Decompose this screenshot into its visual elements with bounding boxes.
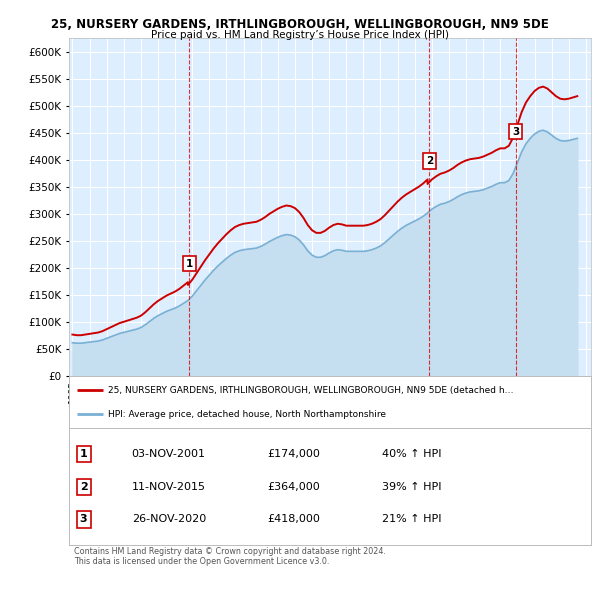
Text: 25, NURSERY GARDENS, IRTHLINGBOROUGH, WELLINGBOROUGH, NN9 5DE: 25, NURSERY GARDENS, IRTHLINGBOROUGH, WE… — [51, 18, 549, 31]
Text: 21% ↑ HPI: 21% ↑ HPI — [382, 514, 442, 525]
Text: Price paid vs. HM Land Registry’s House Price Index (HPI): Price paid vs. HM Land Registry’s House … — [151, 30, 449, 40]
Text: 2: 2 — [426, 156, 433, 166]
Text: 2: 2 — [80, 481, 88, 491]
Text: 39% ↑ HPI: 39% ↑ HPI — [382, 481, 442, 491]
Text: £364,000: £364,000 — [268, 481, 320, 491]
Text: 1: 1 — [80, 449, 88, 459]
Text: HPI: Average price, detached house, North Northamptonshire: HPI: Average price, detached house, Nort… — [108, 409, 386, 419]
Text: 3: 3 — [80, 514, 88, 525]
Text: 40% ↑ HPI: 40% ↑ HPI — [382, 449, 442, 459]
Text: 25, NURSERY GARDENS, IRTHLINGBOROUGH, WELLINGBOROUGH, NN9 5DE (detached h…: 25, NURSERY GARDENS, IRTHLINGBOROUGH, WE… — [108, 386, 514, 395]
Text: 26-NOV-2020: 26-NOV-2020 — [131, 514, 206, 525]
Text: £418,000: £418,000 — [268, 514, 320, 525]
Text: 03-NOV-2001: 03-NOV-2001 — [131, 449, 206, 459]
Text: £174,000: £174,000 — [268, 449, 320, 459]
Text: 3: 3 — [512, 127, 520, 137]
Text: 11-NOV-2015: 11-NOV-2015 — [131, 481, 206, 491]
Text: 1: 1 — [186, 258, 193, 268]
Text: Contains HM Land Registry data © Crown copyright and database right 2024.
This d: Contains HM Land Registry data © Crown c… — [74, 547, 386, 566]
